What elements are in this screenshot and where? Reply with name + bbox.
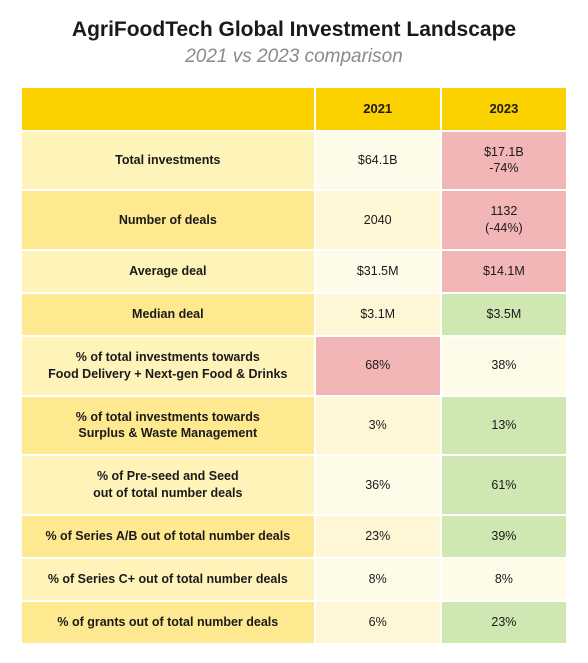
table-row: % of total investments towardsSurplus & …: [22, 397, 566, 455]
value-2023: $14.1M: [442, 251, 566, 292]
value-2021: 68%: [316, 337, 440, 395]
table-row: % of Pre-seed and Seedout of total numbe…: [22, 456, 566, 514]
table-row: Total investments$64.1B$17.1B-74%: [22, 132, 566, 190]
value-2023: $3.5M: [442, 294, 566, 335]
value-2021: 3%: [316, 397, 440, 455]
value-2023: 8%: [442, 559, 566, 600]
row-label: Average deal: [22, 251, 314, 292]
table-row: Median deal$3.1M$3.5M: [22, 294, 566, 335]
value-2023: 61%: [442, 456, 566, 514]
value-2023: 39%: [442, 516, 566, 557]
value-2023: 38%: [442, 337, 566, 395]
row-label: Number of deals: [22, 191, 314, 249]
row-label: % of total investments towardsFood Deliv…: [22, 337, 314, 395]
table-row: Number of deals20401132(-44%): [22, 191, 566, 249]
value-2023: 13%: [442, 397, 566, 455]
row-label: % of total investments towardsSurplus & …: [22, 397, 314, 455]
value-2023: 23%: [442, 602, 566, 643]
row-label: % of Series C+ out of total number deals: [22, 559, 314, 600]
table-row: % of Series A/B out of total number deal…: [22, 516, 566, 557]
header-empty-cell: [22, 88, 314, 130]
row-label: % of grants out of total number deals: [22, 602, 314, 643]
table-header-row: 2021 2023: [22, 88, 566, 130]
table-row: Average deal$31.5M$14.1M: [22, 251, 566, 292]
header-year-2023: 2023: [442, 88, 566, 130]
value-2021: $3.1M: [316, 294, 440, 335]
value-2021: 23%: [316, 516, 440, 557]
table-row: % of Series C+ out of total number deals…: [22, 559, 566, 600]
page-subtitle: 2021 vs 2023 comparison: [20, 46, 568, 68]
value-2021: 36%: [316, 456, 440, 514]
table-row: % of total investments towardsFood Deliv…: [22, 337, 566, 395]
value-2023: 1132(-44%): [442, 191, 566, 249]
row-label: % of Series A/B out of total number deal…: [22, 516, 314, 557]
value-2021: $31.5M: [316, 251, 440, 292]
value-2023: $17.1B-74%: [442, 132, 566, 190]
value-2021: $64.1B: [316, 132, 440, 190]
page-title: AgriFoodTech Global Investment Landscape: [20, 18, 568, 42]
row-label: Total investments: [22, 132, 314, 190]
comparison-table: 2021 2023 Total investments$64.1B$17.1B-…: [20, 86, 568, 645]
value-2021: 6%: [316, 602, 440, 643]
row-label: % of Pre-seed and Seedout of total numbe…: [22, 456, 314, 514]
header-year-2021: 2021: [316, 88, 440, 130]
value-2021: 2040: [316, 191, 440, 249]
value-2021: 8%: [316, 559, 440, 600]
row-label: Median deal: [22, 294, 314, 335]
table-row: % of grants out of total number deals6%2…: [22, 602, 566, 643]
